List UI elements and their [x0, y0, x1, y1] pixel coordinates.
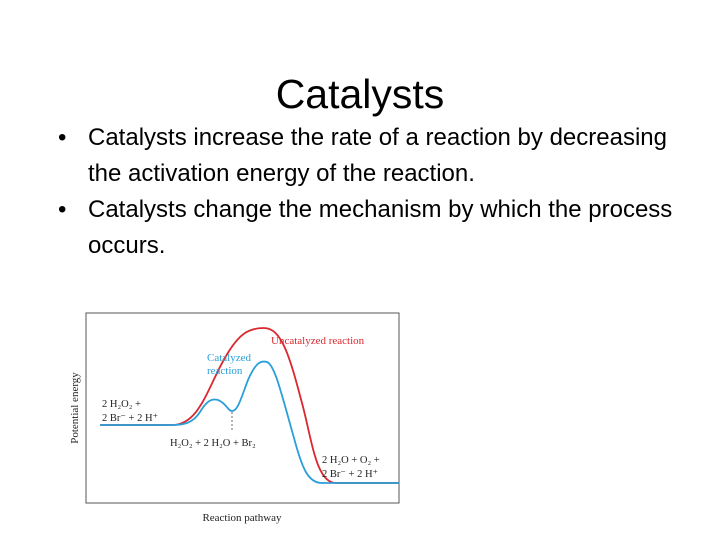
catalyzed-label-line1: Catalyzed	[207, 352, 251, 364]
bullet-marker: •	[58, 196, 67, 223]
bullet-text: Catalysts increase the rate of a reactio…	[88, 124, 667, 187]
bullet-marker: •	[58, 124, 67, 151]
reactants-label-line1: 2 H₂O₂ +	[102, 399, 141, 410]
bullet-list: • Catalysts increase the rate of a react…	[58, 120, 688, 264]
y-axis-label: Potential energy	[69, 372, 81, 444]
products-label-line1: 2 H₂O + O₂ +	[322, 455, 380, 466]
energy-diagram: Potential energy Reaction pathway Uncata…	[60, 308, 410, 530]
bullet-item: • Catalysts change the mechanism by whic…	[58, 192, 688, 264]
plot-frame	[85, 312, 400, 504]
products-label-line2: 2 Br⁻ + 2 H⁺	[322, 469, 378, 480]
bullet-text: Catalysts change the mechanism by which …	[88, 196, 673, 259]
bullet-item: • Catalysts increase the rate of a react…	[58, 120, 688, 192]
catalyzed-curve	[100, 360, 399, 484]
uncatalyzed-label: Uncatalyzed reaction	[271, 335, 365, 347]
catalyzed-label-line2: reaction	[207, 365, 243, 377]
intermediate-label: H₂O₂ + 2 H₂O + Br₂	[170, 438, 256, 449]
x-axis-label: Reaction pathway	[202, 512, 282, 524]
uncatalyzed-curve	[100, 327, 399, 484]
reactants-label-line2: 2 Br⁻ + 2 H⁺	[102, 413, 158, 424]
slide-title: Catalysts	[275, 71, 445, 117]
energy-diagram-svg: Potential energy Reaction pathway Uncata…	[69, 312, 400, 524]
